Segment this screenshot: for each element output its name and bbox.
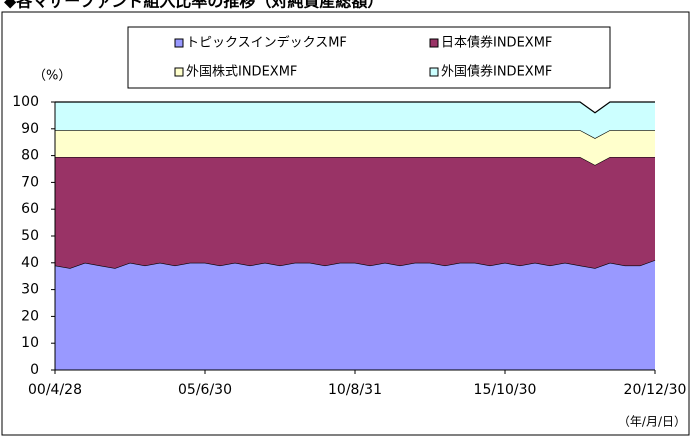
x-tick-label: 00/4/28 <box>28 382 82 398</box>
legend-box <box>127 26 611 89</box>
legend-swatch <box>429 38 439 48</box>
area <box>55 130 655 165</box>
y-tick-label: 100 <box>12 94 39 110</box>
y-tick-label: 40 <box>21 255 39 271</box>
area <box>55 260 655 370</box>
y-tick-label: 90 <box>21 121 39 137</box>
y-axis-label: （%） <box>33 69 71 84</box>
legend-label: トピックスインデックスMF <box>186 35 347 51</box>
legend-label: 外国債券INDEXMF <box>441 64 552 80</box>
y-tick-label: 70 <box>21 174 39 190</box>
legend-label: 外国株式INDEXMF <box>186 65 297 80</box>
x-tick-label: 15/10/30 <box>474 382 537 398</box>
legend-swatch <box>174 38 184 48</box>
y-tick-label: 80 <box>21 148 39 164</box>
x-tick-label: 05/6/30 <box>178 382 232 398</box>
x-tick-label: 10/8/31 <box>328 382 382 398</box>
y-tick-label: 30 <box>21 282 39 298</box>
y-tick-label: 60 <box>21 201 39 217</box>
legend-swatch <box>174 67 184 77</box>
x-axis-label: （年/月/日） <box>618 415 686 429</box>
frame <box>1 11 690 436</box>
y-tick-label: 0 <box>30 362 39 378</box>
legend-label: 日本債券INDEXMF <box>441 35 552 51</box>
area-edge <box>55 101 655 114</box>
chart-title: ◆各マザーファンド組入比率の推移（対純資産総額） <box>4 0 383 11</box>
y-tick-label: 20 <box>21 308 39 324</box>
y-tick-label: 50 <box>21 228 39 244</box>
x-tick-label: 20/12/30 <box>624 382 687 398</box>
area <box>55 102 655 139</box>
legend-swatch <box>429 67 439 77</box>
y-tick-label: 10 <box>21 335 39 351</box>
area <box>55 156 655 269</box>
